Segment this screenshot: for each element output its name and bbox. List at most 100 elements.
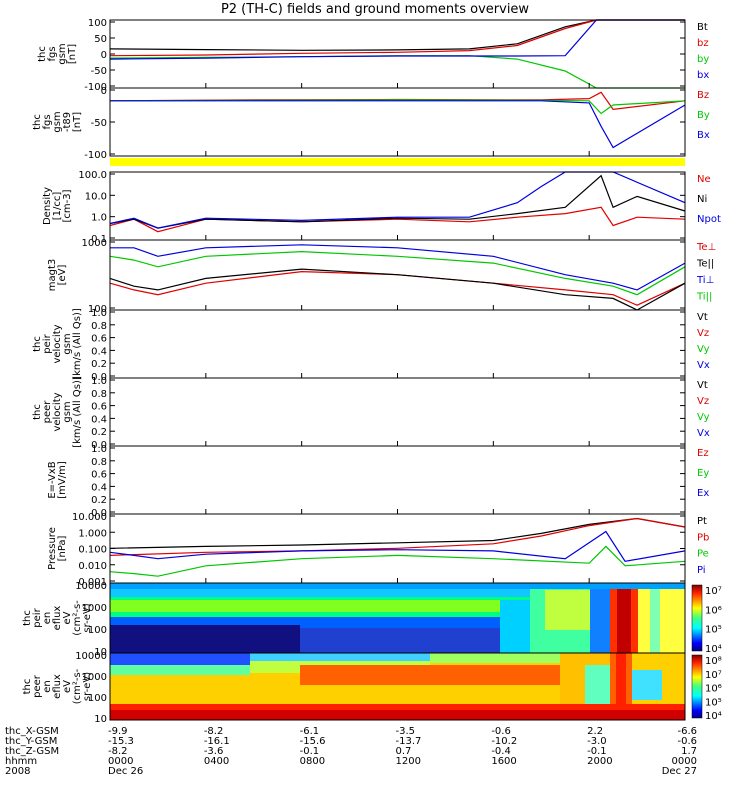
- y-tick-label: 0.4: [91, 346, 107, 357]
- ephemeris-value: 0800: [300, 756, 325, 767]
- legend-entry-Ey: Ey: [697, 468, 709, 479]
- legend-entry-Ti⊥: Ti⊥: [696, 275, 714, 286]
- legend-entry-Ex: Ex: [697, 488, 709, 499]
- series-line-Pb: [109, 517, 686, 556]
- colorbar: [691, 584, 703, 652]
- peer-spectrogram-image: [110, 653, 685, 720]
- y-axis-label: thcpeirenefluxeV(cm²-s-sr-eV): [22, 600, 93, 636]
- y-axis-label: Pressure[nPa]: [47, 527, 68, 570]
- y-axis-label-line: [nT]: [72, 112, 83, 132]
- ephemeris-row-label: hhmm: [5, 756, 37, 767]
- series-line-bx: [109, 19, 685, 60]
- y-tick-label: 0.6: [91, 334, 107, 345]
- series-line-Te||: [109, 268, 686, 311]
- y-tick-label: 0.0: [91, 372, 107, 383]
- y-tick-label: -50: [91, 66, 107, 77]
- ephemeris-row-label: thc_X-GSM: [5, 726, 59, 737]
- y-axis-label-line: velocity: [52, 324, 63, 363]
- y-axis-label-line: [mV/m]: [57, 461, 68, 499]
- y-tick-label: 10.000: [72, 512, 107, 523]
- y-tick-label: 10: [94, 647, 107, 658]
- y-tick-label: 0.6: [91, 402, 107, 413]
- y-axis-label-line: eV: [62, 611, 73, 624]
- legend-entry-Bx: Bx: [697, 130, 710, 141]
- ephemeris-value: 1.7: [681, 746, 697, 757]
- y-axis-label-line: (cm²-s-: [72, 600, 83, 636]
- y-axis-label-line: eflux: [52, 606, 63, 631]
- panel-frame: [109, 309, 686, 379]
- ephemeris-value: -0.6: [677, 736, 697, 747]
- y-axis-label-line: Density: [42, 187, 53, 225]
- ephemeris-value: -0.4: [491, 746, 511, 757]
- y-axis-label-line: fgs: [47, 46, 58, 61]
- legend-entry-bz: bz: [697, 38, 709, 49]
- legend-entry-Ni: Ni: [697, 194, 707, 205]
- ephemeris-value: 0400: [204, 756, 229, 767]
- y-axis-label-line: thc: [32, 404, 43, 420]
- panel-frame: [109, 377, 686, 447]
- colorbar-tick-label: 10⁴: [705, 644, 722, 655]
- figure-title: P2 (TH-C) fields and ground moments over…: [221, 2, 529, 17]
- series-line-Te⊥: [109, 270, 686, 306]
- legend-entry-Vt: Vt: [697, 312, 708, 323]
- y-axis-label-line: [km/s (All Qs)]: [72, 376, 83, 448]
- y-tick-label: 0.8: [91, 389, 107, 400]
- colorbar-tick-label: 10⁷: [705, 586, 722, 597]
- y-tick-label: 0.8: [91, 321, 107, 332]
- ephemeris-value: -6.6: [677, 726, 697, 737]
- panel-frame: [109, 445, 686, 515]
- y-tick-label: 100: [88, 693, 107, 704]
- ephemeris-value: 0.7: [396, 746, 412, 757]
- y-axis-label-line: sr-eV): [82, 672, 93, 701]
- ephemeris-value: -0.1: [587, 746, 607, 757]
- ephemeris-value: -3.5: [396, 726, 416, 737]
- y-axis-label-line: thc: [32, 336, 43, 352]
- y-axis-label: thcfgsgsm-t89[nT]: [32, 111, 83, 132]
- panel-frame: [109, 19, 686, 89]
- y-tick-label: 1.0: [91, 376, 107, 387]
- peir-spectrogram-image: [110, 583, 685, 653]
- y-axis-label-line: fgs: [42, 114, 53, 129]
- ephemeris-value: 1200: [396, 756, 421, 767]
- series-line-Pe: [109, 545, 686, 577]
- y-tick-label: 0.0: [91, 440, 107, 451]
- y-tick-label: 10: [94, 714, 107, 725]
- legend-entry-Vt: Vt: [697, 380, 708, 391]
- legend-entry-Vx: Vx: [697, 360, 710, 371]
- y-tick-label: 0.4: [91, 482, 107, 493]
- y-axis-label-line: gsm: [62, 333, 73, 354]
- ephemeris-value: -3.0: [587, 736, 607, 747]
- series-line-Ti⊥: [110, 244, 686, 291]
- y-axis-label-line: [nT]: [67, 44, 78, 64]
- panel-temperature: 1000 100 magt3[eV] Te⊥ Te|| Ti⊥ Ti||: [47, 238, 716, 315]
- y-tick-label: 0.010: [78, 561, 107, 572]
- y-axis-label-line: eflux: [52, 674, 63, 699]
- y-axis-label-line: [km/s (All Qs)]: [72, 308, 83, 380]
- legend-entry-Pe: Pe: [697, 549, 709, 560]
- y-axis-label: magt3[eV]: [47, 259, 68, 292]
- y-tick-label: 0.6: [91, 470, 107, 481]
- legend-entry-Vx: Vx: [697, 428, 710, 439]
- colorbar: [691, 654, 703, 719]
- spectrogram-frame: [109, 652, 686, 721]
- y-tick-label: 0.001: [78, 577, 107, 588]
- ephemeris-value: Dec 26: [108, 766, 143, 777]
- series-line-Bt: [109, 19, 685, 51]
- ephemeris-value: -0.6: [491, 726, 511, 737]
- y-tick-label: -100: [84, 150, 107, 161]
- legend-entry-Pi: Pi: [697, 565, 706, 576]
- y-tick-label: 1000: [82, 672, 107, 683]
- y-tick-label: 100: [88, 304, 107, 315]
- ephemeris-value: -10.2: [491, 736, 517, 747]
- y-axis-label-line: peer: [32, 674, 43, 698]
- ephemeris-value: -9.9: [108, 726, 128, 737]
- y-axis-label-line: -t89: [62, 112, 73, 132]
- y-axis-label-line: peer: [42, 400, 53, 424]
- y-tick-label: 1.0: [91, 213, 107, 224]
- legend-entry-bx: bx: [697, 70, 709, 81]
- y-axis-label-line: magt3: [47, 259, 58, 292]
- legend-entry-Pt: Pt: [697, 516, 707, 527]
- y-tick-label: 0.100: [78, 545, 107, 556]
- y-axis-label-line: thc: [32, 114, 43, 130]
